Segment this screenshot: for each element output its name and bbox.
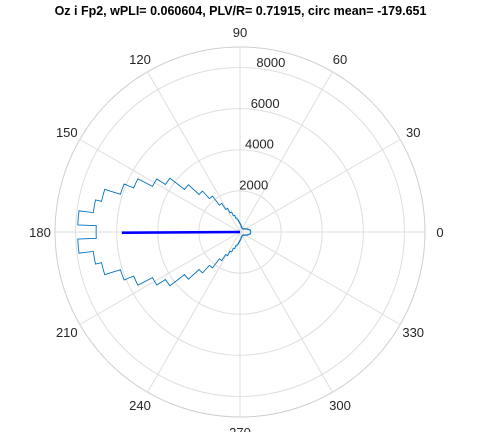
angular-grid-spoke bbox=[147, 231, 241, 393]
angle-tick-label: 150 bbox=[56, 125, 78, 140]
angle-tick-label: 270 bbox=[229, 425, 251, 432]
angle-tick-label: 60 bbox=[333, 52, 347, 67]
angle-tick-label: 240 bbox=[129, 398, 151, 413]
radial-tick-label: 4000 bbox=[245, 137, 274, 152]
angle-tick-label: 120 bbox=[129, 52, 151, 67]
angle-tick-label: 180 bbox=[29, 225, 51, 240]
angular-grid-spoke bbox=[239, 231, 333, 393]
angle-tick-label: 90 bbox=[233, 25, 247, 40]
radial-tick-label: 2000 bbox=[239, 177, 268, 192]
angular-grid-spoke bbox=[239, 139, 401, 233]
angular-grid-spoke bbox=[79, 231, 241, 325]
mean-vector-layer bbox=[121, 230, 241, 235]
angle-tick-label: 30 bbox=[406, 125, 420, 140]
angle-tick-label: 300 bbox=[329, 398, 351, 413]
angular-grid-spoke bbox=[79, 139, 241, 233]
radial-tick-label: 6000 bbox=[251, 96, 280, 111]
angle-tick-label: 210 bbox=[56, 325, 78, 340]
mean-vector-line bbox=[121, 230, 241, 235]
radial-tick-label: 8000 bbox=[256, 55, 285, 70]
histogram-outline bbox=[77, 177, 252, 287]
angle-tick-label: 0 bbox=[436, 225, 443, 240]
angular-grid-spoke bbox=[147, 71, 241, 233]
histogram-layer bbox=[77, 177, 252, 287]
angle-tick-label: 330 bbox=[402, 325, 424, 340]
angular-grid-spoke bbox=[239, 71, 333, 233]
angular-grid-spoke bbox=[239, 231, 401, 325]
chart-title: Oz i Fp2, wPLI= 0.060604, PLV/R= 0.71915… bbox=[54, 4, 427, 18]
tick-labels: 2000 4000 6000 8000 0 30 60 90 120 150 180 210 240 27… bbox=[29, 25, 443, 432]
